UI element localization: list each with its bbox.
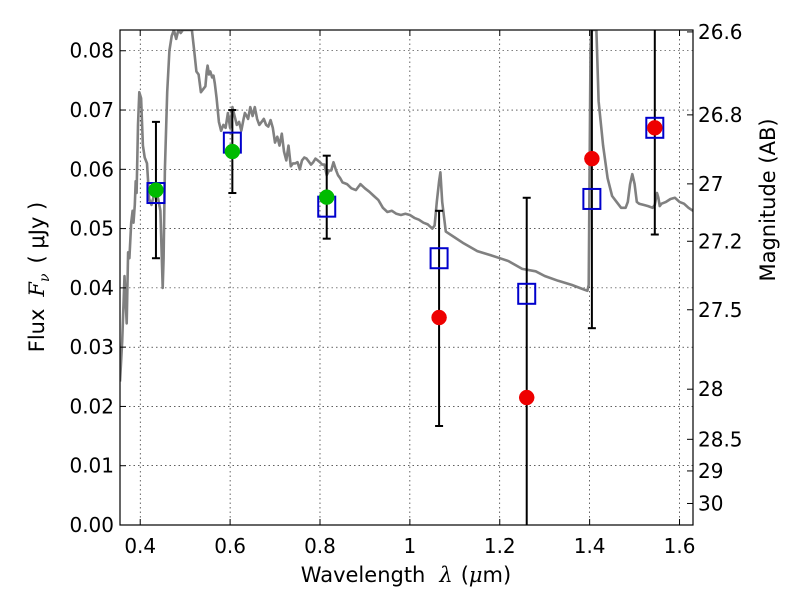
- data-markers: [146, 116, 665, 406]
- x-tick-label: 1: [404, 534, 417, 558]
- x-tick-label: 1.6: [664, 534, 696, 558]
- model-flux-square: [517, 282, 537, 305]
- x-axis-label: Wavelength λ (μm): [301, 563, 511, 587]
- x-tick-label: 0.8: [304, 534, 336, 558]
- x-axis-label-unit-rest: m): [483, 563, 512, 587]
- observed-flux-point: [148, 182, 164, 198]
- y2-tick-label: 29: [698, 459, 723, 483]
- x-tick-label: 0.4: [124, 534, 156, 558]
- y-tick-label: 0.05: [69, 217, 114, 241]
- y-tick-label: 0.04: [69, 276, 114, 300]
- observed-flux-point: [318, 189, 335, 205]
- y-tick-label: 0.02: [69, 394, 114, 418]
- y2-axis-label: Magnitude (AB): [756, 118, 780, 281]
- y-axis-label-symbol: F: [25, 281, 49, 298]
- x-axis-label-symbol: λ: [438, 563, 452, 587]
- y-tick-label: 0.06: [69, 157, 114, 181]
- x-axis-label-text: Wavelength: [301, 563, 426, 587]
- y2-tick-label: 28: [698, 377, 723, 401]
- y2-tick-label: 26.8: [698, 103, 743, 127]
- x-axis-label-unit-open: (: [461, 563, 469, 587]
- observed-flux-point-red: [431, 309, 447, 326]
- axis-ticks: 0.4 0.6 0.8 1 1.2 1.4 1.6 0.00 0.01 0.02 0.03 0.04 0…: [69, 20, 742, 558]
- y-axis-label-text: Flux: [25, 309, 49, 353]
- observed-flux-point-red: [647, 120, 663, 136]
- model-flux-square: [645, 116, 665, 139]
- y-tick-label: 0.03: [69, 335, 114, 359]
- y-tick-label: 0.01: [69, 454, 114, 478]
- y-axis-label-sub: ν: [37, 273, 53, 282]
- y2-tick-label: 28.5: [698, 427, 743, 451]
- observed-flux-point: [224, 143, 241, 160]
- model-flux-square: [582, 187, 602, 210]
- y2-tick-label: 27.2: [698, 229, 743, 253]
- y-axis-label: Flux Fν ( μJy ): [25, 202, 53, 352]
- y-tick-label: 0.08: [69, 39, 114, 63]
- y2-tick-label: 27.5: [698, 298, 743, 322]
- plot-background: [120, 30, 693, 525]
- y2-tick-label: 30: [698, 491, 723, 515]
- x-axis-label-unit-mu: μ: [469, 563, 483, 587]
- observed-flux-point-red: [518, 389, 535, 406]
- y-axis-label-unit: ( μJy ): [25, 202, 49, 264]
- x-tick-label: 1.4: [574, 534, 606, 558]
- x-tick-label: 1.2: [484, 534, 516, 558]
- plot-frame: [119, 29, 694, 526]
- model-flux-square: [429, 247, 449, 270]
- y-tick-label: 0.00: [69, 513, 114, 537]
- y2-tick-label: 27: [698, 172, 723, 196]
- y-tick-label: 0.07: [69, 98, 114, 122]
- observed-flux-point-red: [584, 150, 600, 167]
- x-tick-label: 0.6: [214, 534, 246, 558]
- y2-tick-label: 26.6: [698, 20, 743, 44]
